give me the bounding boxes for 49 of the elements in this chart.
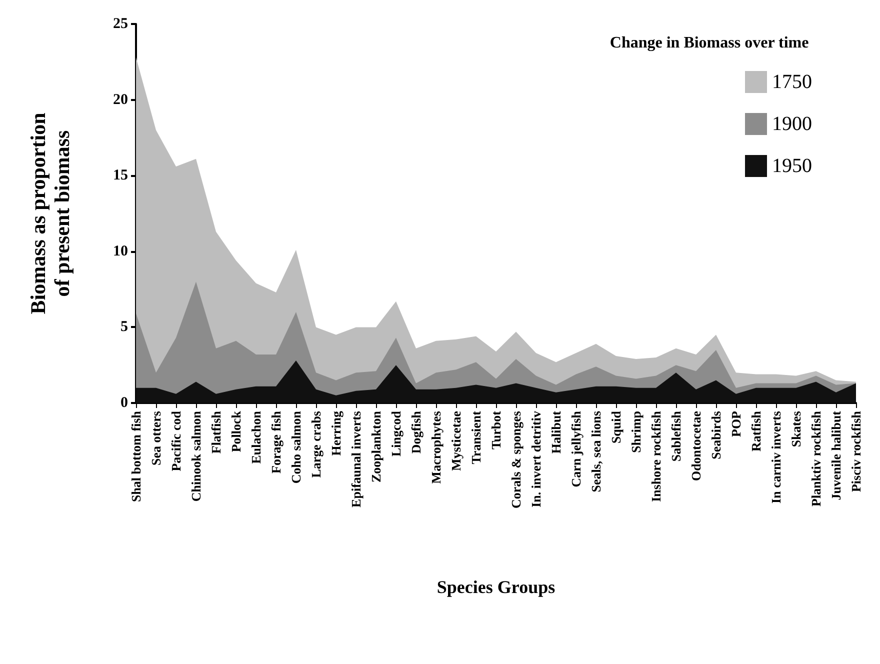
x-tick-label: Halibut	[548, 410, 564, 454]
x-tick-label: Herring	[328, 410, 344, 456]
x-tick-label: Juvenile halibut	[828, 410, 844, 500]
x-tick-label: Shrimp	[628, 411, 644, 453]
x-tick-label: Coho salmon	[288, 410, 304, 484]
x-tick-label: Large crabs	[308, 411, 324, 478]
x-tick-label: In. invert detritiv	[528, 410, 544, 508]
x-tick-label: Planktiv rockfish	[808, 410, 824, 506]
x-tick-label: Skates	[788, 411, 804, 448]
y-tick-label: 0	[120, 395, 128, 411]
x-tick-label: Dogfish	[408, 410, 424, 454]
x-tick-label: Mysticetae	[448, 410, 464, 471]
y-tick-label: 25	[113, 16, 128, 32]
y-tick-label: 15	[113, 168, 128, 184]
x-axis-title: Species Groups	[436, 577, 556, 597]
legend-label: 1900	[772, 113, 812, 135]
legend-label: 1750	[772, 71, 812, 93]
x-tick-label: Zooplankton	[368, 410, 384, 483]
x-tick-label: Chinook salmon	[188, 410, 204, 502]
x-tick-label: Seabirds	[708, 411, 724, 460]
x-tick-label: Ratfish	[748, 410, 764, 452]
x-tick-label: Shal bottom fish	[128, 410, 144, 502]
x-tick-label: Flatfish	[208, 410, 224, 454]
x-tick-label: Forage fish	[268, 410, 284, 474]
x-tick-label: Eulachon	[248, 410, 264, 464]
y-axis-title: Biomass as proportion of present biomass	[26, 112, 74, 314]
x-tick-label: Turbot	[488, 410, 504, 450]
x-tick-label: Corals & sponges	[508, 411, 524, 509]
x-tick-label: POP	[728, 410, 744, 437]
legend-label: 1950	[772, 155, 812, 177]
x-tick-label: Epifaunal inverts	[348, 411, 364, 508]
x-tick-label: Macrophytes	[428, 411, 444, 484]
x-tick-label: Pollock	[228, 410, 244, 452]
x-tick-label: Sea otters	[148, 411, 164, 466]
x-tick-label: Lingcod	[388, 410, 404, 457]
x-tick-label: Carn jellyfish	[568, 410, 584, 488]
x-tick-label: In carniv inverts	[768, 411, 784, 504]
y-tick-label: 5	[120, 319, 128, 336]
x-tick-label: Seals, sea lions	[588, 411, 604, 492]
x-tick-label: Inshore rockfish	[648, 410, 664, 502]
x-tick-label: Transient	[468, 410, 484, 464]
x-tick-label: Odontocetae	[688, 410, 704, 482]
x-tick-label: Squid	[608, 410, 624, 444]
y-tick-label: 20	[113, 92, 128, 108]
x-tick-label: Sablefish	[668, 410, 684, 462]
x-tick-label: Pisciv rockfish	[848, 410, 864, 492]
legend-title: Change in Biomass over time	[610, 34, 809, 52]
y-tick-label: 10	[113, 243, 128, 260]
x-tick-label: Pacific cod	[168, 410, 184, 472]
